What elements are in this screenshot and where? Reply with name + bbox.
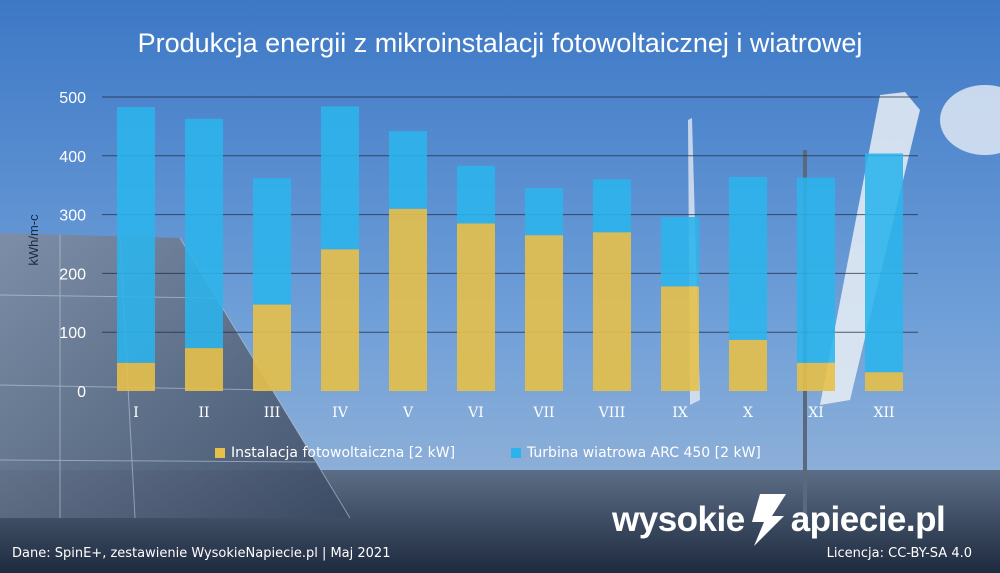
bar-wind <box>457 165 495 224</box>
y-tick-label: 200 <box>59 266 86 283</box>
y-tick-label: 0 <box>77 384 86 401</box>
bar-pv <box>389 208 427 391</box>
license-note: Licencja: CC-BY-SA 4.0 <box>826 546 972 561</box>
legend-label-pv: Instalacja fotowoltaiczna [2 kW] <box>231 445 456 461</box>
bar-wind <box>661 216 699 287</box>
bar-pv <box>797 362 835 391</box>
x-tick-label: II <box>198 405 209 421</box>
legend-item-wind: Turbina wiatrowa ARC 450 [2 kW] <box>511 443 761 463</box>
bar-wind <box>389 131 427 209</box>
bar-wind <box>117 106 155 363</box>
x-tick-label: XI <box>808 405 824 421</box>
bar-wind <box>321 106 359 250</box>
legend-item-pv: Instalacja fotowoltaiczna [2 kW] <box>215 443 455 463</box>
bar-pv <box>457 223 495 391</box>
bar-pv <box>117 362 155 391</box>
y-tick-label: 100 <box>59 325 86 342</box>
legend-label-wind: Turbina wiatrowa ARC 450 [2 kW] <box>527 445 761 461</box>
bar-pv <box>185 348 223 391</box>
legend-swatch-wind <box>511 448 521 458</box>
x-tick-label: V <box>402 405 414 421</box>
bar-wind <box>253 178 291 305</box>
bar-pv <box>253 304 291 391</box>
brand-logo: wysokie apiecie.pl <box>612 492 946 548</box>
bar-wind <box>525 188 563 236</box>
x-tick-label: IV <box>332 405 349 421</box>
bar-wind <box>729 176 767 340</box>
x-tick-label: VII <box>532 405 554 421</box>
bar-pv <box>661 286 699 391</box>
bar-pv <box>525 235 563 391</box>
source-note: Dane: SpinE+, zestawienie WysokieNapieci… <box>12 546 391 561</box>
bar-wind <box>797 177 835 363</box>
x-tick-label: VIII <box>598 405 626 421</box>
y-tick-label: 500 <box>59 90 86 107</box>
x-tick-label: IX <box>672 405 688 421</box>
bar-wind <box>185 118 223 349</box>
legend-swatch-pv <box>215 448 225 458</box>
x-tick-label: XII <box>873 405 894 421</box>
x-tick-label: VI <box>467 405 484 421</box>
x-tick-label: I <box>133 405 139 421</box>
y-tick-label: 400 <box>59 149 86 166</box>
y-tick-label: 300 <box>59 208 86 225</box>
bar-wind <box>865 153 903 373</box>
chart-title: Produkcja energii z mikroinstalacji foto… <box>137 28 863 58</box>
bar-pv <box>321 249 359 391</box>
logo-text-left: wysokie <box>612 500 745 539</box>
bar-wind <box>593 179 631 233</box>
x-tick-label: III <box>264 405 281 421</box>
lightning-bolt-icon <box>751 494 786 546</box>
bar-pv <box>593 232 631 391</box>
logo-text-right: apiecie.pl <box>790 500 946 539</box>
x-tick-label: X <box>743 405 753 421</box>
bar-pv <box>865 372 903 391</box>
bar-pv <box>729 339 767 391</box>
